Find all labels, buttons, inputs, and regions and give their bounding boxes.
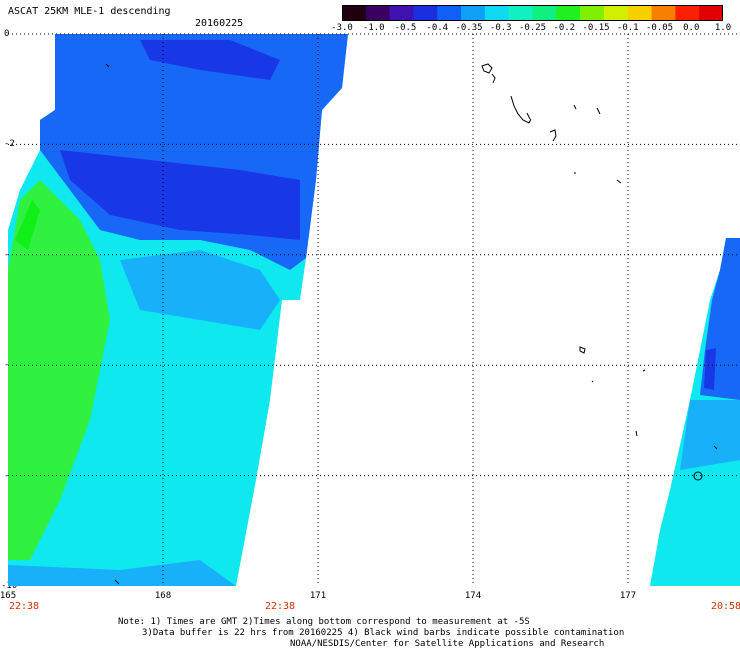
west-swath-bottom <box>8 560 236 586</box>
lon-label-171: 171 <box>309 591 327 601</box>
colorbar-tick-label: -0.2 <box>553 23 576 33</box>
colorbar-tick-label: -3.0 <box>331 23 353 33</box>
island-marker <box>616 179 622 184</box>
colorbar-swatch <box>437 5 462 21</box>
colorbar-tick-label: 1.0 <box>714 23 732 33</box>
note-line-2: 3)Data buffer is 22 hrs from 20160225 4)… <box>142 628 625 638</box>
island-outlines <box>105 63 718 585</box>
product-title: ASCAT 25KM MLE-1 descending <box>8 6 171 17</box>
colorbar-tick-label: -0.4 <box>426 23 449 33</box>
colorbar-tick-label: -1.0 <box>362 23 385 33</box>
west-swath-bright-green <box>15 200 40 250</box>
west-swath-lightblue <box>120 250 280 330</box>
colorbar-tick-label: -0.35 <box>455 23 483 33</box>
island-marker <box>105 63 110 68</box>
product-date: 20160225 <box>195 18 244 29</box>
island-marker <box>642 369 646 372</box>
west-swath-dark-north <box>140 40 280 80</box>
island-marker <box>579 346 586 354</box>
time-label-right: 20:58 <box>710 601 740 612</box>
island-marker <box>526 112 531 120</box>
lat-label-2s: -2 <box>4 139 15 149</box>
island-marker <box>591 380 594 383</box>
colorbar-swatch <box>389 5 414 21</box>
east-swath-lightblue <box>680 400 740 470</box>
colorbar-swatch <box>508 5 533 21</box>
colorbar-swatch <box>580 5 605 21</box>
colorbar-swatch <box>651 5 676 21</box>
island-marker <box>596 107 601 115</box>
colorbar-swatch <box>699 5 723 21</box>
lon-label-177: 177 <box>619 591 637 601</box>
colorbar <box>342 5 723 21</box>
colorbar-swatch <box>556 5 581 21</box>
colorbar-swatch <box>461 5 486 21</box>
lat-label-0: 0 <box>4 29 10 39</box>
note-line-3: NOAA/NESDIS/Center for Satellite Applica… <box>290 639 605 649</box>
colorbar-swatch <box>413 5 438 21</box>
east-swath-dark <box>704 348 716 390</box>
island-marker <box>573 104 577 110</box>
ascat-swaths <box>8 34 740 586</box>
colorbar-swatch <box>365 5 391 21</box>
colorbar-swatch <box>342 5 367 21</box>
island-marker <box>635 430 638 437</box>
time-label-middle: 22:38 <box>264 601 296 612</box>
island-marker <box>491 73 496 84</box>
colorbar-swatch <box>484 5 510 21</box>
island-marker <box>510 95 532 124</box>
lon-label-168: 168 <box>154 591 172 601</box>
colorbar-tick-label: 0.0 <box>683 23 700 33</box>
colorbar-swatch <box>603 5 629 21</box>
colorbar-swatch <box>532 5 557 21</box>
island-marker <box>549 129 557 142</box>
island-marker <box>114 579 120 585</box>
colorbar-tick-label: -0.1 <box>616 23 639 33</box>
colorbar-swatch <box>675 5 700 21</box>
lon-label-174: 174 <box>464 591 482 601</box>
wind-swath-map <box>8 33 740 586</box>
colorbar-tick-label: -0.5 <box>394 23 417 33</box>
island-marker <box>481 63 493 74</box>
island-marker <box>713 445 718 450</box>
colorbar-tick-label: -0.15 <box>582 23 610 33</box>
colorbar-tick-label: -0.25 <box>518 23 547 33</box>
west-swath-green <box>8 180 110 560</box>
time-label-left: 22:38 <box>8 601 40 612</box>
colorbar-tick-label: -0.3 <box>489 23 512 33</box>
island-marker <box>693 471 703 481</box>
west-swath-dark <box>60 150 300 240</box>
colorbar-tick-label: -0.05 <box>645 23 674 33</box>
lon-label-165: 165 <box>0 591 17 601</box>
note-line-1: Note: 1) Times are GMT 2)Times along bot… <box>118 617 530 627</box>
colorbar-frame <box>342 5 723 21</box>
colorbar-swatch <box>627 5 653 21</box>
footnotes: Note: 1) Times are GMT 2)Times along bot… <box>118 617 624 650</box>
graticule <box>8 33 740 586</box>
